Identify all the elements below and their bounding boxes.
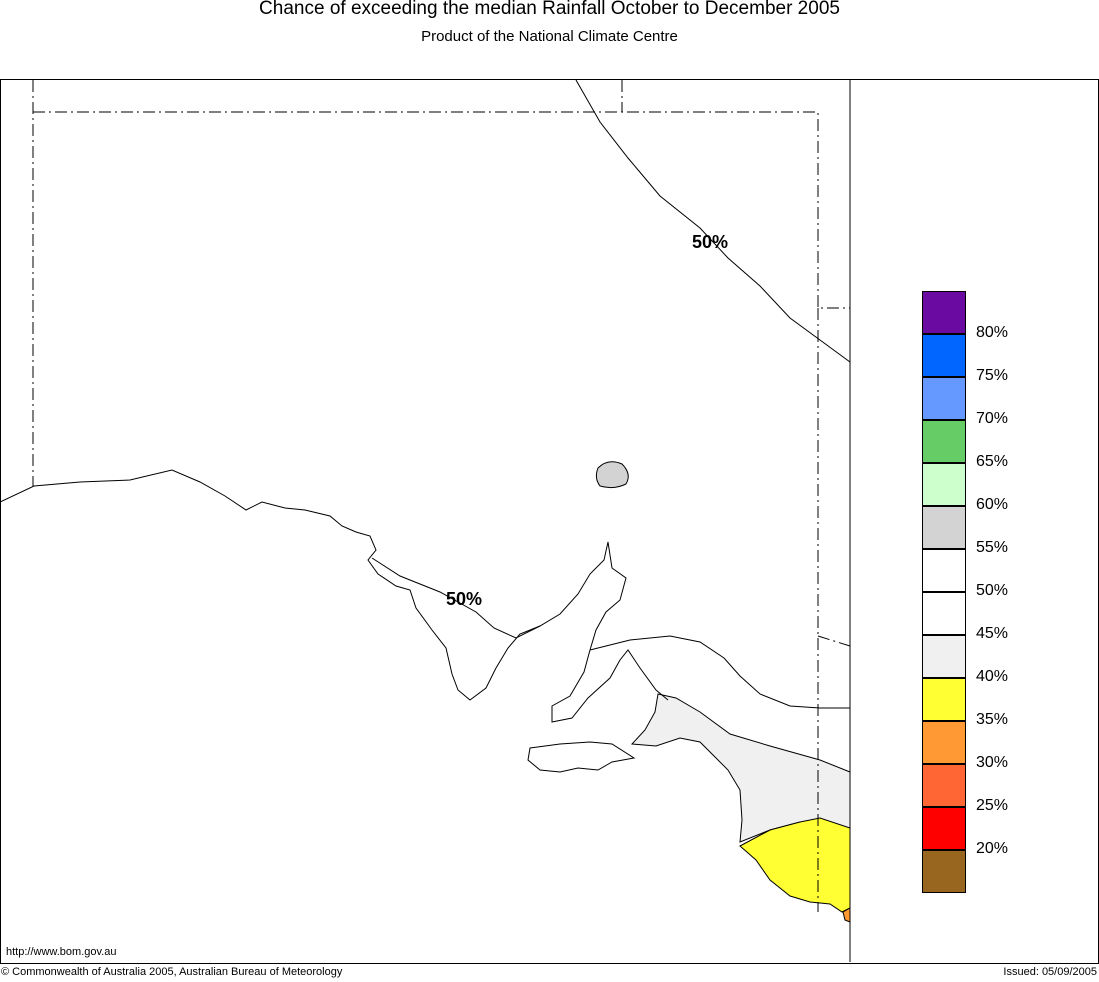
issued-date: Issued: 05/09/2005 [1003, 966, 1097, 978]
copyright-text: © Commonwealth of Australia 2005, Austra… [1, 966, 343, 978]
map-subtitle: Product of the National Climate Centre [421, 28, 678, 45]
legend-label: 20% [976, 840, 1009, 857]
contour-label-gulf: 50% [446, 589, 483, 609]
legend-swatch [922, 463, 966, 506]
legend-swatch [922, 850, 966, 893]
state-borders [32, 80, 851, 912]
legend-swatch [922, 635, 966, 678]
legend-swatch [922, 506, 966, 549]
legend-swatch [922, 377, 966, 420]
legend-label: 40% [976, 668, 1009, 685]
contour-50-gulf [371, 557, 541, 639]
shade-35-tip [842, 907, 851, 923]
legend-label: 25% [976, 797, 1009, 814]
legend-swatch [922, 334, 966, 377]
legend-label: 80% [976, 324, 1009, 341]
legend-label: 35% [976, 711, 1009, 728]
legend-label: 55% [976, 539, 1009, 556]
legend-label: 45% [976, 625, 1009, 642]
legend-label: 75% [976, 367, 1009, 384]
legend-swatch [922, 549, 966, 592]
kangaroo-island [527, 741, 636, 773]
legend-swatch [922, 592, 966, 635]
legend-swatch [922, 291, 966, 334]
coastline [0, 469, 669, 723]
legend-label: 70% [976, 410, 1009, 427]
shade-55-area [595, 461, 629, 489]
legend-swatch [922, 764, 966, 807]
contour-45-east [589, 635, 850, 709]
legend-swatch [922, 420, 966, 463]
map-title: Chance of exceeding the median Rainfall … [259, 0, 840, 19]
legend-swatch [922, 721, 966, 764]
legend-swatch [922, 678, 966, 721]
legend-label: 50% [976, 582, 1009, 599]
legend-label: 65% [976, 453, 1009, 470]
legend-swatch [922, 807, 966, 850]
source-url[interactable]: http://www.bom.gov.au [6, 946, 117, 958]
legend-label: 30% [976, 754, 1009, 771]
shade-40-region [739, 817, 851, 913]
contour-label-north: 50% [692, 232, 729, 252]
contour-50-north [575, 79, 851, 363]
legend-label: 60% [976, 496, 1009, 513]
shade-45-region [630, 693, 851, 843]
